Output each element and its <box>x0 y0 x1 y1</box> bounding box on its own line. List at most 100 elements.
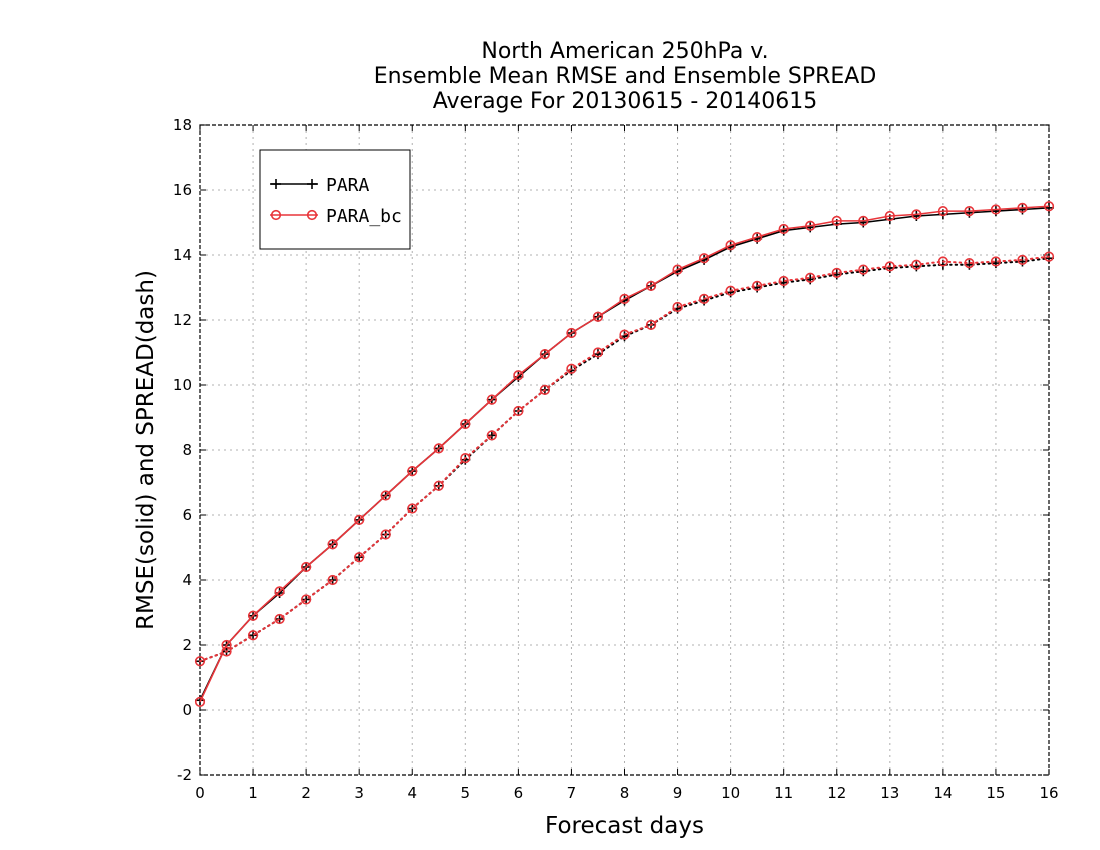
data-point <box>937 256 948 267</box>
x-tick-label: 5 <box>461 784 471 802</box>
data-point <box>486 394 497 405</box>
data-point <box>645 280 657 291</box>
y-tick-label: -2 <box>177 766 192 784</box>
data-point <box>248 630 259 641</box>
data-point <box>698 253 710 264</box>
data-point <box>566 327 577 339</box>
x-tick-label: 6 <box>514 784 524 802</box>
y-tick-label: 0 <box>182 701 192 719</box>
y-tick-label: 14 <box>173 246 192 264</box>
data-point <box>380 529 391 540</box>
data-point <box>306 209 318 221</box>
data-point <box>990 256 1002 267</box>
x-tick-label: 13 <box>880 784 899 802</box>
data-point <box>858 215 869 226</box>
y-tick-label: 12 <box>173 311 192 329</box>
x-tick-label: 3 <box>354 784 364 802</box>
data-point <box>327 539 338 550</box>
data-point <box>805 272 816 283</box>
data-point <box>619 329 630 340</box>
data-point <box>539 349 551 360</box>
data-point <box>270 209 282 221</box>
data-point <box>247 630 259 641</box>
legend-box <box>259 149 411 250</box>
data-point <box>274 613 285 625</box>
series <box>194 201 1055 707</box>
x-tick-label: 2 <box>301 784 311 802</box>
data-point <box>778 223 789 235</box>
data-point <box>698 293 710 304</box>
data-point <box>460 418 471 430</box>
x-tick-label: 12 <box>827 784 846 802</box>
chart-title-line: Average For 20130615 - 20140615 <box>433 89 818 114</box>
data-point <box>486 430 497 441</box>
data-point <box>937 206 948 217</box>
data-point <box>433 443 444 454</box>
legend-label: PARA <box>326 175 370 196</box>
data-point <box>354 552 365 563</box>
x-tick-label: 9 <box>673 784 683 802</box>
data-point <box>964 206 975 217</box>
x-tick-label: 15 <box>986 784 1005 802</box>
data-point <box>1043 251 1055 262</box>
y-tick-label: 4 <box>182 571 192 589</box>
data-point <box>964 258 975 269</box>
data-point <box>274 586 285 597</box>
data-point <box>752 232 763 243</box>
data-point <box>1043 201 1055 212</box>
data-point <box>1017 202 1028 213</box>
x-tick-label: 16 <box>1039 784 1058 802</box>
data-point <box>354 514 365 525</box>
data-point <box>194 696 206 707</box>
series-para-bc-spread <box>194 251 1055 667</box>
legend-item: PARA_bc <box>270 206 402 227</box>
data-point <box>513 405 524 417</box>
data-point <box>301 561 312 573</box>
y-tick-label: 10 <box>173 376 192 394</box>
y-tick-label: 2 <box>182 636 192 654</box>
x-tick-label: 11 <box>774 784 793 802</box>
data-point <box>672 264 683 275</box>
series-line <box>199 255 1050 663</box>
data-point <box>592 347 604 358</box>
data-point <box>513 370 524 381</box>
x-tick-label: 14 <box>933 784 952 802</box>
data-point <box>831 267 842 278</box>
series-para-spread <box>195 253 1054 667</box>
x-tick-label: 10 <box>721 784 740 802</box>
data-point <box>752 280 763 291</box>
axis-ticks: 0 1 2 3 4 5 6 7 8 9 10 11 12 13 14 15 16-202468101214161… <box>173 116 1059 802</box>
y-tick-label: 6 <box>182 506 192 524</box>
y-axis-label: RMSE(solid) and SPREAD(dash) <box>133 270 159 630</box>
data-point <box>407 466 418 477</box>
data-point <box>221 646 232 657</box>
legend-item: PARA <box>270 175 370 196</box>
data-point <box>884 261 895 272</box>
data-point <box>805 220 816 231</box>
data-point <box>271 179 281 189</box>
chart-title: North American 250hPa v.Ensemble Mean RM… <box>374 39 877 114</box>
data-point <box>911 209 922 220</box>
data-point <box>619 293 630 304</box>
y-tick-label: 18 <box>173 116 192 134</box>
series-para-bc-rmse <box>194 201 1055 707</box>
data-point <box>194 656 206 667</box>
data-point <box>1017 254 1028 265</box>
data-point <box>301 594 312 605</box>
data-point <box>725 285 736 296</box>
data-point <box>539 384 551 395</box>
data-point <box>778 275 789 287</box>
series-line <box>199 257 1050 663</box>
data-point <box>884 210 895 222</box>
data-point <box>354 552 365 563</box>
series-line <box>199 205 1050 703</box>
data-point <box>460 453 471 464</box>
chart-title-line: North American 250hPa v. <box>481 39 768 64</box>
legend-label: PARA_bc <box>326 206 402 227</box>
data-point <box>433 480 444 491</box>
chart-title-line: Ensemble Mean RMSE and Ensemble SPREAD <box>374 64 877 89</box>
data-point <box>566 363 577 374</box>
x-tick-label: 4 <box>407 784 417 802</box>
x-tick-label: 8 <box>620 784 630 802</box>
legend: PARA PARA_bc <box>259 149 411 250</box>
